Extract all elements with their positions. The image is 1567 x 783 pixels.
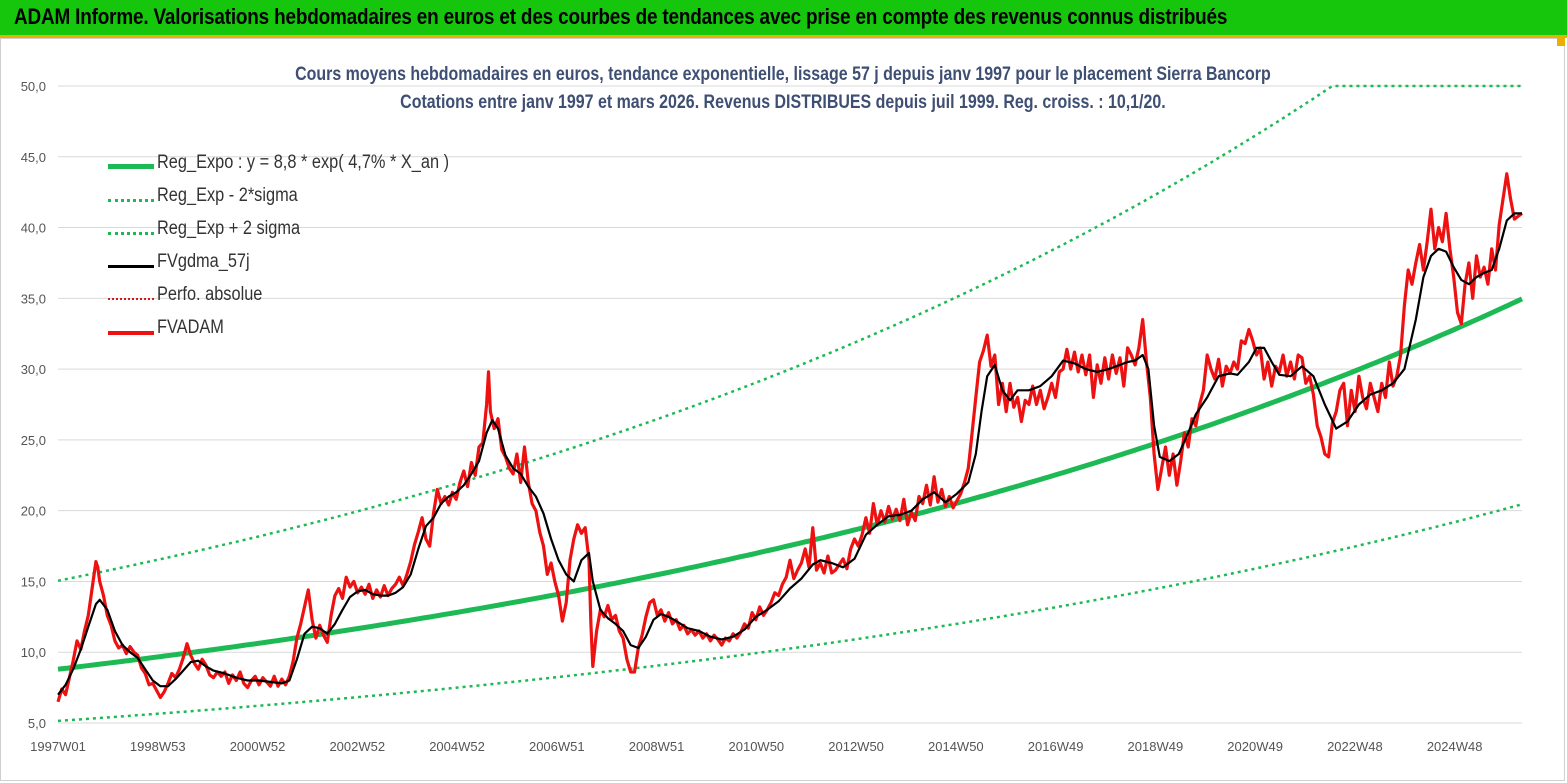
legend-swatch-perfo (108, 298, 154, 300)
y-tick-label: 25,0 (21, 433, 46, 448)
legend-item-reg-exp-plus: Reg_Exp + 2 sigma (108, 218, 528, 251)
chart-title-line1: Cours moyens hebdomadaires en euros, ten… (295, 64, 1271, 85)
legend-swatch-fvadam (108, 331, 154, 335)
report-banner: ADAM Informe. Valorisations hebdomadaire… (0, 0, 1567, 38)
y-tick-label: 45,0 (21, 150, 46, 165)
x-tick-label: 2018W49 (1128, 739, 1184, 754)
x-tick-label: 2014W50 (928, 739, 984, 754)
legend-label-reg-exp-minus: Reg_Exp - 2*sigma (157, 185, 298, 206)
series-reg-expo (57, 296, 1524, 672)
x-tick-label: 1998W53 (130, 739, 186, 754)
y-tick-label: 20,0 (21, 504, 46, 519)
legend-item-reg-exp-minus: Reg_Exp - 2*sigma (108, 185, 528, 218)
x-tick-label: 2006W51 (529, 739, 585, 754)
legend-label-reg-exp-plus: Reg_Exp + 2 sigma (157, 218, 301, 239)
chart-frame (0, 38, 1565, 781)
legend-item-fvgdma: FVgdma_57j (108, 251, 528, 284)
legend-label-perfo: Perfo. absolue (157, 284, 263, 305)
series-fvadam (56, 172, 1523, 703)
x-tick-label: 2000W52 (230, 739, 286, 754)
x-tick-label: 2024W48 (1427, 739, 1483, 754)
legend-swatch-reg-exp-minus (108, 199, 154, 202)
x-tick-label: 2004W52 (429, 739, 485, 754)
legend-item-perfo: Perfo. absolue (108, 284, 528, 317)
y-tick-label: 15,0 (21, 574, 46, 589)
y-tick-label: 30,0 (21, 362, 46, 377)
chart-title-line2: Cotations entre janv 1997 et mars 2026. … (400, 92, 1166, 113)
legend-label-fvgdma: FVgdma_57j (157, 251, 250, 272)
y-tick-label: 50,0 (21, 79, 46, 94)
series-reg-exp-plus (57, 84, 1522, 583)
y-tick-label: 40,0 (21, 221, 46, 236)
y-tick-label: 35,0 (21, 291, 46, 306)
y-tick-label: 5,0 (28, 716, 46, 731)
legend-swatch-reg-exp-plus (108, 232, 154, 235)
corner-mark (1557, 38, 1565, 46)
x-tick-label: 2008W51 (629, 739, 685, 754)
x-tick-label: 2012W50 (828, 739, 884, 754)
x-tick-label: 2010W50 (729, 739, 785, 754)
x-tick-label: 2020W49 (1227, 739, 1283, 754)
legend-item-fvadam: FVADAM (108, 317, 528, 350)
legend-swatch-fvgdma (108, 265, 154, 268)
legend-label-fvadam: FVADAM (157, 317, 224, 338)
report-title: ADAM Informe. Valorisations hebdomadaire… (14, 4, 1228, 29)
x-tick-label: 2002W52 (329, 739, 385, 754)
x-tick-label: 2022W48 (1327, 739, 1383, 754)
x-tick-label: 2016W49 (1028, 739, 1084, 754)
legend-item-reg-expo: Reg_Expo : y = 8,8 * exp( 4,7% * X_an ) (108, 152, 528, 185)
chart-legend: Reg_Expo : y = 8,8 * exp( 4,7% * X_an ) … (108, 152, 528, 350)
x-tick-label: 1997W01 (30, 739, 86, 754)
legend-label-reg-expo: Reg_Expo : y = 8,8 * exp( 4,7% * X_an ) (157, 152, 450, 173)
y-tick-label: 10,0 (21, 645, 46, 660)
legend-swatch-reg-expo (108, 164, 154, 169)
series-reg-exp-minus (57, 503, 1523, 723)
series-fvgdma (57, 212, 1522, 696)
